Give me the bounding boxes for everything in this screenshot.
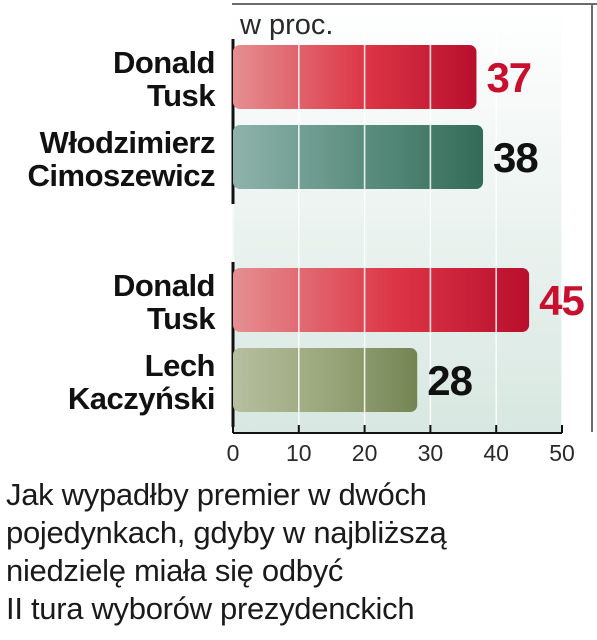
category-label-2-2-line-1: Lech bbox=[145, 348, 215, 383]
caption-line-2: pojedynkach, gdyby w najbliższą bbox=[6, 515, 447, 550]
category-label-2-1-line-1: Donald bbox=[113, 268, 215, 303]
category-label-1-2-line-2: Cimoszewicz bbox=[28, 158, 215, 193]
x-tick-label-30: 30 bbox=[418, 440, 444, 466]
x-tick-label-10: 10 bbox=[286, 440, 312, 466]
bars bbox=[231, 39, 530, 427]
value-label-1-1: 37 bbox=[486, 54, 531, 101]
caption-line-1: Jak wypadłby premier w dwóch bbox=[6, 477, 427, 512]
bar-2-2 bbox=[233, 348, 418, 412]
category-label-2-2-line-2: Kaczyński bbox=[68, 381, 215, 416]
value-label-2-2: 28 bbox=[427, 357, 472, 404]
x-tick-label-50: 50 bbox=[549, 440, 575, 466]
x-tick-label-0: 0 bbox=[227, 440, 240, 466]
bar-1-2 bbox=[233, 125, 484, 189]
x-axis: 0 10 20 30 40 50 bbox=[227, 425, 575, 466]
category-label-2-1-line-2: Tusk bbox=[147, 301, 216, 336]
category-label-1-1-line-1: Donald bbox=[113, 45, 215, 80]
chart-caption: Jak wypadłby premier w dwóch pojedynkach… bbox=[6, 476, 591, 628]
unit-label: w proc. bbox=[239, 9, 333, 41]
bar-2-1 bbox=[233, 268, 530, 332]
category-labels: DonaldTuskWłodzimierzCimoszewiczDonaldTu… bbox=[28, 45, 217, 416]
caption-line-3: niedzielę miała się odbyć bbox=[6, 553, 344, 588]
x-tick-label-40: 40 bbox=[483, 440, 509, 466]
bar-1-1 bbox=[233, 45, 477, 109]
value-label-2-1: 45 bbox=[539, 277, 584, 324]
category-label-1-2-line-1: Włodzimierz bbox=[40, 125, 215, 160]
x-tick-label-20: 20 bbox=[352, 440, 378, 466]
caption-line-4: II tura wyborów prezydenckich bbox=[6, 591, 415, 626]
category-label-1-1-line-2: Tusk bbox=[147, 78, 216, 113]
value-labels: 37 38 45 28 bbox=[427, 54, 585, 404]
value-label-1-2: 38 bbox=[493, 134, 538, 181]
